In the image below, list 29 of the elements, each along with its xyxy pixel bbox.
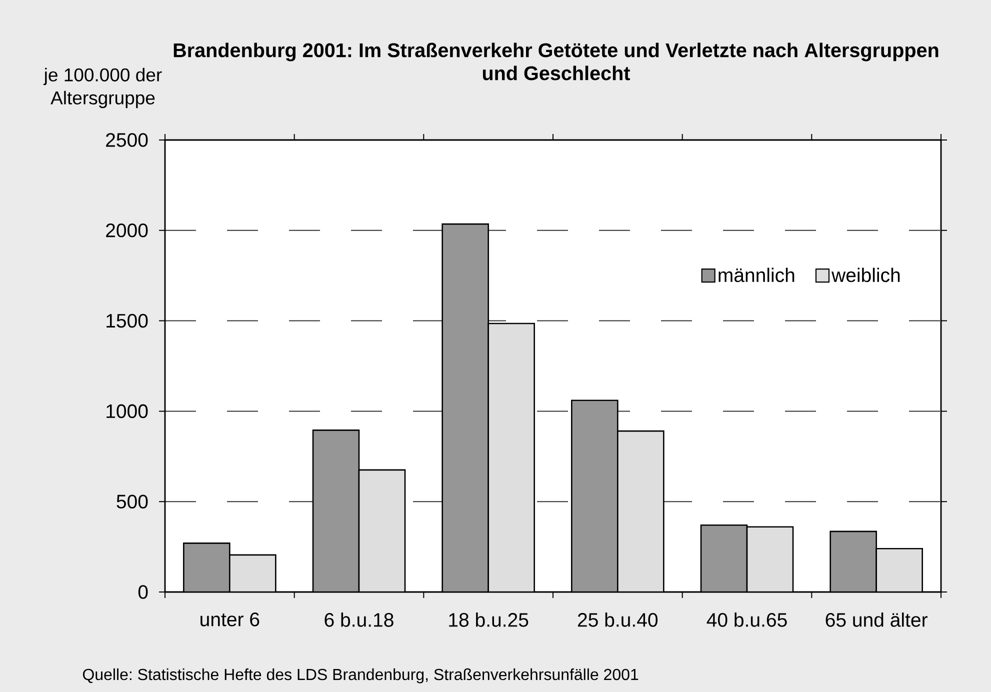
legend-label: männlich: [718, 268, 794, 282]
bar: [488, 324, 534, 592]
y-tick-label: 2500: [106, 133, 148, 147]
x-tick-label: 6 b.u.18: [324, 612, 394, 627]
bar: [442, 224, 488, 592]
x-tick-label: 18 b.u.25: [449, 612, 528, 627]
x-tick-label: 40 b.u.65: [706, 612, 787, 627]
bar: [313, 430, 359, 592]
bar: [747, 526, 794, 592]
y-tick-label: 0: [138, 585, 148, 599]
y-tick-label: 1500: [106, 314, 148, 328]
bar: [184, 543, 230, 592]
y-tick-label: 1000: [106, 404, 148, 418]
bar: [618, 431, 664, 592]
x-tick-label: 65 und älter: [826, 612, 928, 627]
bar: [876, 548, 923, 592]
y-tick-label: 500: [116, 494, 148, 508]
source-note: Quelle: Statistische Hefte des LDS Brandenburg, Straßenverkehrsunfälle 2001: [82, 668, 638, 684]
y-axis-title: je 100.000 der Altersgruppe: [43, 68, 162, 108]
legend-label: weiblich: [832, 268, 900, 282]
x-tick-label: unter 6: [200, 612, 260, 626]
bar: [230, 554, 276, 592]
bar: [359, 470, 406, 592]
x-tick-label: 25 b.u.40: [578, 612, 658, 627]
bar: [572, 400, 618, 592]
bar: [830, 530, 877, 592]
bar: [701, 525, 748, 592]
y-tick-label: 2000: [106, 224, 148, 238]
chart-title: Brandenburg 2001: Im Straßenverkehr Getötete und Verletzte nach Altersgruppen und Geschlecht: [174, 42, 938, 80]
